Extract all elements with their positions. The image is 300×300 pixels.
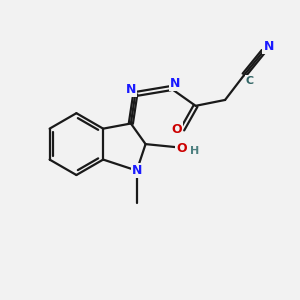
Text: N: N	[126, 83, 136, 96]
Text: C: C	[245, 76, 253, 86]
Text: N: N	[263, 40, 274, 52]
Text: N: N	[132, 164, 142, 177]
Text: H: H	[190, 146, 200, 157]
Text: O: O	[171, 123, 182, 136]
Text: N: N	[170, 77, 180, 90]
Text: O: O	[176, 142, 187, 155]
